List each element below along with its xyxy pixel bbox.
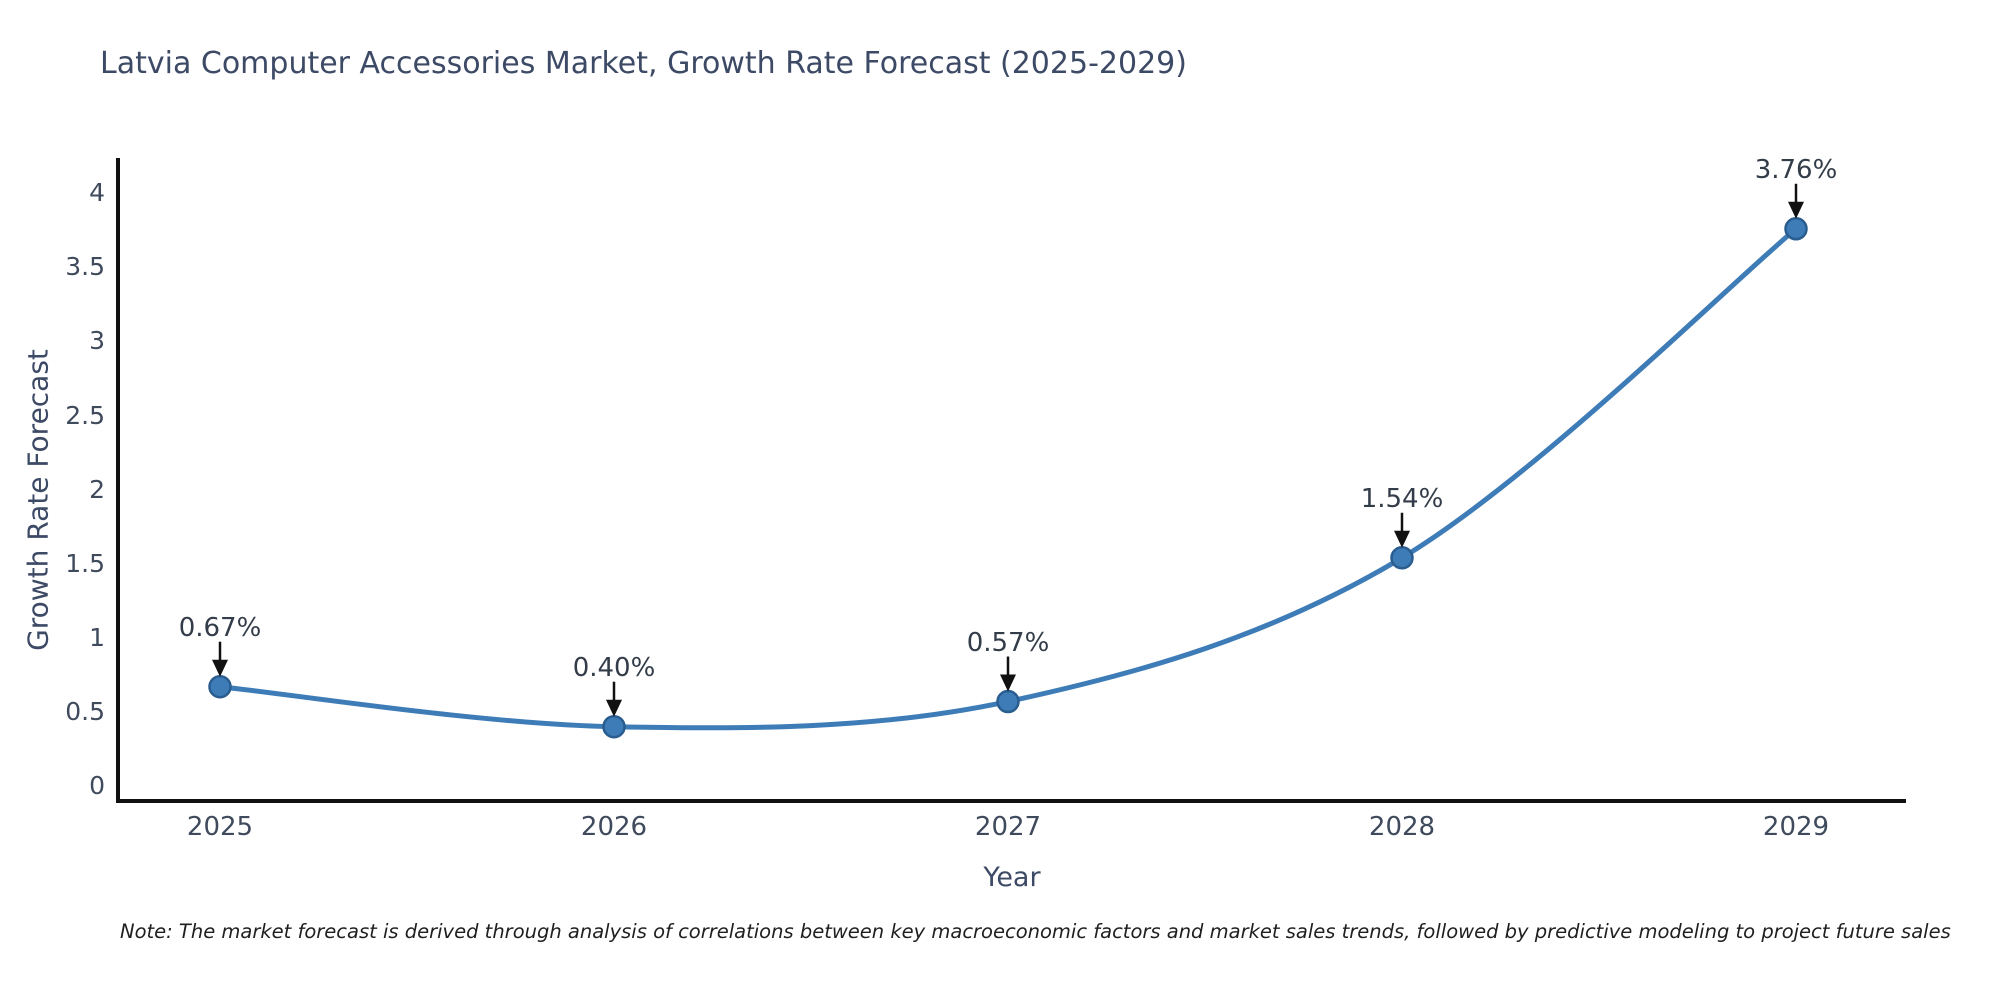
chart-title: Latvia Computer Accessories Market, Grow… (100, 46, 1187, 81)
data-point-marker (208, 674, 232, 699)
data-point-marker (1390, 546, 1414, 570)
chart-note: Note: The market forecast is derived thr… (120, 920, 1951, 943)
x-tick-label: 2026 (580, 812, 648, 842)
x-tick-label: 2029 (1762, 812, 1830, 842)
y-axis-title: Growth Rate Forecast (21, 349, 55, 651)
x-axis-title: Year (983, 862, 1041, 893)
y-tick-label: 4 (89, 178, 105, 208)
y-tick-label: 1 (89, 622, 105, 652)
x-tick-label: 2025 (186, 812, 254, 842)
data-point-marker (1784, 217, 1808, 241)
y-tick-label: 0 (89, 771, 105, 800)
point-value-label: 0.67% (178, 612, 262, 643)
point-value-label: 0.57% (966, 627, 1050, 658)
annotation-arrow-head (1000, 674, 1016, 692)
x-tick-label: 2027 (974, 812, 1042, 842)
annotation-arrow-head (1394, 530, 1410, 548)
annotation-arrow-head (1788, 201, 1804, 219)
annotation-arrow-head (212, 659, 228, 677)
point-value-label: 3.76% (1754, 154, 1838, 185)
y-tick-label: 0.5 (65, 696, 105, 726)
data-point-marker (996, 689, 1020, 714)
y-tick-label: 1.5 (65, 548, 105, 578)
point-value-label: 1.54% (1360, 483, 1444, 514)
y-tick-label: 3.5 (65, 252, 105, 282)
point-value-label: 0.40% (572, 652, 656, 683)
y-tick-label: 3 (89, 326, 105, 356)
annotation-arrow-head (606, 699, 622, 717)
data-point-marker (602, 714, 626, 739)
y-tick-label: 2 (89, 474, 105, 504)
y-tick-label: 2.5 (65, 400, 105, 430)
forecast-line (217, 226, 1799, 731)
x-tick-label: 2028 (1368, 812, 1436, 842)
